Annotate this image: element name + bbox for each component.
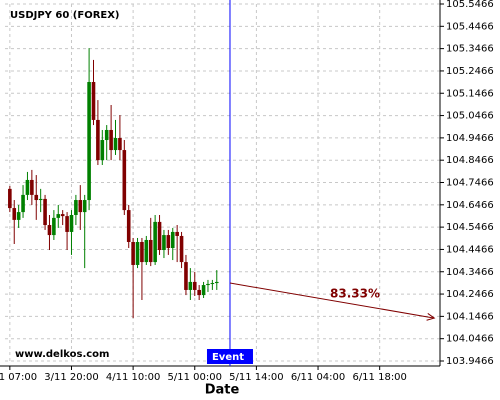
candle-body — [78, 200, 83, 213]
candle-body — [126, 210, 131, 242]
candle-body — [52, 217, 56, 236]
y-tick-label: 104.9466 — [446, 133, 494, 144]
candle-body — [201, 285, 206, 296]
y-tick-label: 104.3466 — [446, 267, 494, 278]
y-tick-label: 105.5466 — [446, 0, 494, 10]
y-tick-label: 105.3466 — [446, 44, 494, 55]
candle-body — [47, 225, 52, 236]
candle-body — [91, 82, 96, 120]
candle-body — [30, 179, 34, 195]
candle-body — [170, 231, 175, 249]
x-tick-label: 5/11 14:00 — [229, 372, 283, 383]
candle-body — [175, 231, 179, 236]
y-tick-label: 104.5466 — [446, 222, 494, 233]
y-tick-label: 104.1466 — [446, 311, 494, 322]
x-tick-label: 6/11 04:00 — [291, 372, 345, 383]
candle-body — [157, 221, 162, 251]
candle-body — [140, 241, 144, 263]
candle-body — [43, 198, 47, 226]
candle-body — [16, 212, 21, 220]
x-tick-label: 6/11 18:00 — [352, 372, 406, 383]
candle-body — [56, 214, 61, 218]
candle-body — [135, 241, 140, 265]
candle-body — [104, 129, 109, 141]
candle-body — [87, 82, 91, 201]
x-tick-label: 4/11 07:00 — [0, 372, 37, 383]
candle-body — [38, 198, 43, 201]
candle-body — [144, 239, 149, 263]
y-tick-label: 104.7466 — [446, 178, 494, 189]
candle-body — [206, 283, 210, 286]
candle-body — [179, 235, 184, 263]
x-tick-label: 5/11 00:00 — [168, 372, 222, 383]
candle-body — [8, 188, 12, 209]
candle-body — [166, 235, 171, 249]
x-axis-label: Date — [205, 383, 240, 398]
mark-layer — [8, 48, 219, 319]
candle-body — [34, 194, 39, 201]
candle-body — [192, 281, 197, 290]
candle-body — [100, 140, 105, 161]
candle-body — [21, 194, 25, 213]
annotation-label: 83.33% — [330, 287, 380, 301]
candle-body — [113, 138, 118, 151]
event-label-box — [206, 349, 253, 364]
candle-body — [65, 216, 69, 232]
candle-body — [69, 214, 74, 232]
y-tick-label: 105.2466 — [446, 66, 494, 77]
arrow-head — [426, 313, 436, 321]
y-tick-label: 105.1466 — [446, 88, 494, 99]
candle-body — [148, 239, 153, 263]
x-tick-label: 4/11 10:00 — [106, 372, 160, 383]
candle-body — [82, 200, 87, 213]
candle-body — [184, 262, 188, 290]
candle-body — [131, 241, 135, 265]
candle-body — [153, 221, 157, 263]
y-tick-label: 104.8466 — [446, 155, 494, 166]
y-tick-label: 104.0466 — [446, 334, 494, 345]
candle-body — [122, 150, 127, 211]
annotation-arrow — [229, 282, 435, 319]
candle-body — [210, 283, 215, 285]
candle-body — [118, 138, 122, 151]
event-label: Event — [212, 352, 244, 363]
candle-body — [74, 200, 78, 215]
y-tick-label: 105.4466 — [446, 21, 494, 32]
candle-body — [96, 119, 100, 161]
candle-body — [162, 235, 166, 251]
candle-body — [188, 281, 193, 290]
candle-body — [60, 214, 65, 217]
chart-title: USDJPY 60 (FOREX) — [10, 10, 120, 21]
y-tick-label: 105.0466 — [446, 111, 494, 122]
candle-body — [214, 281, 219, 284]
y-tick-label: 103.9466 — [446, 356, 494, 367]
candle-body — [109, 129, 113, 151]
watermark: www.delkos.com — [15, 349, 109, 360]
candle-body — [12, 208, 17, 220]
x-tick-label: 3/11 20:00 — [44, 372, 98, 383]
candle-body — [25, 179, 30, 195]
candle-body — [197, 289, 201, 296]
y-tick-label: 104.4466 — [446, 244, 494, 255]
y-tick-label: 104.6466 — [446, 200, 494, 211]
y-tick-label: 104.2466 — [446, 289, 494, 300]
